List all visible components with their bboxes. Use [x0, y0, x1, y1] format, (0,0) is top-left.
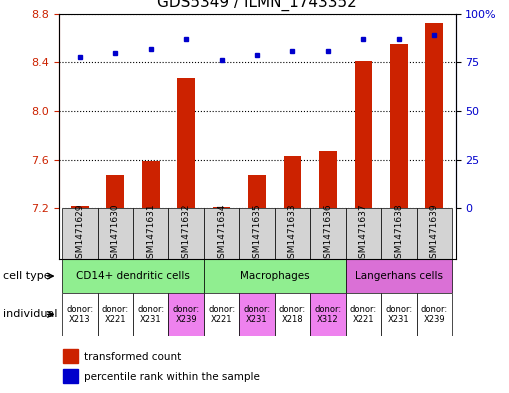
- Text: donor:
X231: donor: X231: [137, 305, 164, 324]
- Bar: [381, 208, 416, 259]
- Text: donor:
X312: donor: X312: [315, 305, 342, 324]
- Text: donor:
X231: donor: X231: [385, 305, 412, 324]
- Bar: [62, 259, 204, 293]
- Bar: [177, 78, 195, 208]
- Bar: [142, 161, 159, 208]
- Text: donor:
X239: donor: X239: [421, 305, 448, 324]
- Text: GSM1471638: GSM1471638: [394, 204, 403, 264]
- Text: GSM1471636: GSM1471636: [323, 204, 332, 264]
- Bar: [63, 369, 77, 383]
- Bar: [390, 44, 408, 208]
- Bar: [133, 293, 168, 336]
- Text: donor:
X221: donor: X221: [350, 305, 377, 324]
- Bar: [275, 293, 310, 336]
- Text: cell type: cell type: [3, 271, 50, 281]
- Bar: [239, 208, 275, 259]
- Bar: [284, 156, 301, 208]
- Bar: [416, 293, 452, 336]
- Bar: [248, 175, 266, 208]
- Text: GSM1471635: GSM1471635: [252, 204, 262, 264]
- Bar: [310, 293, 346, 336]
- Text: GSM1471639: GSM1471639: [430, 204, 439, 264]
- Text: GSM1471629: GSM1471629: [75, 204, 84, 264]
- Text: GSM1471634: GSM1471634: [217, 204, 226, 264]
- Bar: [133, 208, 168, 259]
- Bar: [71, 206, 89, 208]
- Bar: [319, 151, 337, 208]
- Bar: [381, 293, 416, 336]
- Text: transformed count: transformed count: [84, 351, 182, 362]
- Text: donor:
X239: donor: X239: [173, 305, 200, 324]
- Text: GSM1471637: GSM1471637: [359, 204, 368, 264]
- Text: donor:
X231: donor: X231: [243, 305, 271, 324]
- Text: Langerhans cells: Langerhans cells: [355, 271, 443, 281]
- Bar: [346, 208, 381, 259]
- Text: percentile rank within the sample: percentile rank within the sample: [84, 372, 260, 382]
- Bar: [204, 259, 346, 293]
- Bar: [98, 208, 133, 259]
- Text: individual: individual: [3, 309, 57, 320]
- Title: GDS5349 / ILMN_1743352: GDS5349 / ILMN_1743352: [157, 0, 357, 11]
- Text: GSM1471632: GSM1471632: [182, 204, 191, 264]
- Text: Macrophages: Macrophages: [240, 271, 309, 281]
- Bar: [98, 293, 133, 336]
- Bar: [168, 293, 204, 336]
- Bar: [106, 175, 124, 208]
- Bar: [416, 208, 452, 259]
- Text: CD14+ dendritic cells: CD14+ dendritic cells: [76, 271, 190, 281]
- Bar: [239, 293, 275, 336]
- Bar: [213, 207, 231, 208]
- Text: donor:
X221: donor: X221: [102, 305, 129, 324]
- Bar: [63, 349, 77, 363]
- Text: GSM1471630: GSM1471630: [111, 204, 120, 264]
- Text: donor:
X213: donor: X213: [66, 305, 93, 324]
- Bar: [168, 208, 204, 259]
- Bar: [426, 24, 443, 208]
- Text: GSM1471633: GSM1471633: [288, 204, 297, 264]
- Text: donor:
X221: donor: X221: [208, 305, 235, 324]
- Bar: [346, 259, 452, 293]
- Bar: [62, 293, 98, 336]
- Bar: [310, 208, 346, 259]
- Bar: [204, 293, 239, 336]
- Bar: [275, 208, 310, 259]
- Bar: [355, 61, 372, 208]
- Bar: [62, 208, 98, 259]
- Bar: [346, 293, 381, 336]
- Text: donor:
X218: donor: X218: [279, 305, 306, 324]
- Text: GSM1471631: GSM1471631: [146, 204, 155, 264]
- Bar: [204, 208, 239, 259]
